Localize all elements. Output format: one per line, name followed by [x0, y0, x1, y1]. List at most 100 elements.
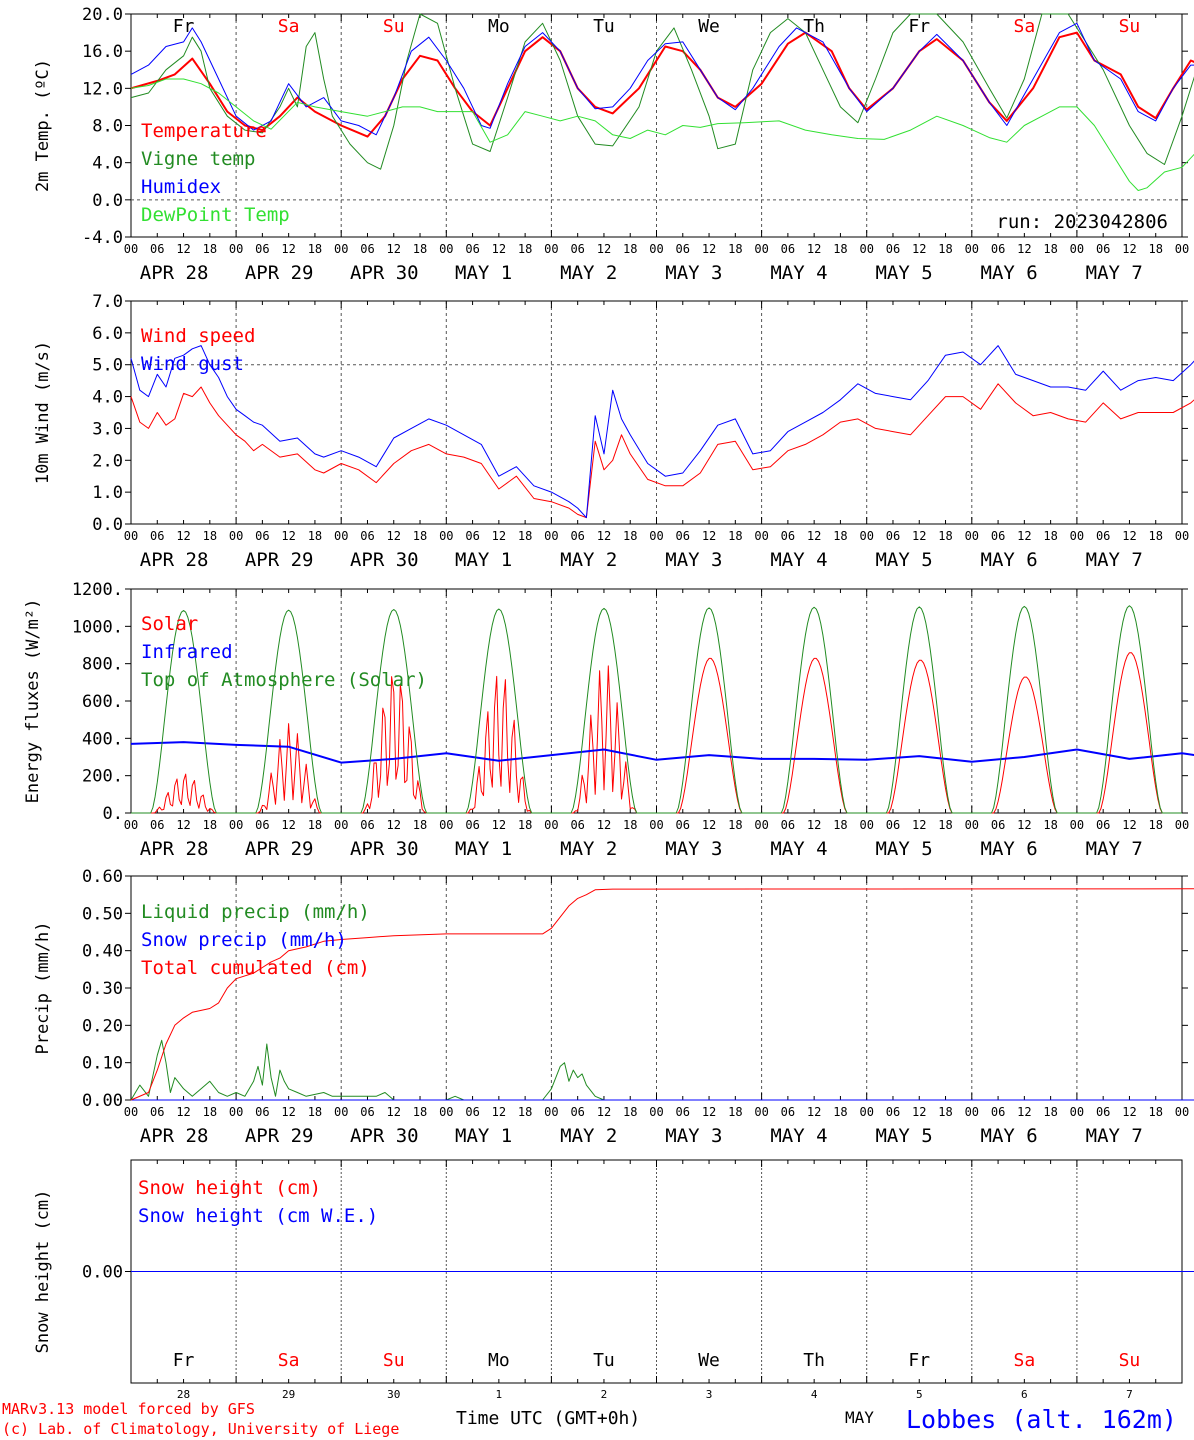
weekday-label: Fr — [173, 1350, 195, 1371]
x-hour-label: 12 — [1017, 818, 1031, 832]
x-hour-label: 00 — [859, 242, 873, 256]
x-hour-label: 18 — [1148, 529, 1162, 543]
x-date-label: MAY 5 — [875, 262, 932, 284]
x-hour-label: 12 — [281, 242, 295, 256]
y-tick-label: -4.0 — [82, 228, 123, 248]
x-hour-label: 12 — [492, 242, 506, 256]
x-hour-label: 00 — [1175, 242, 1189, 256]
weekday-label: Sa — [1014, 16, 1036, 37]
x-hour-label: 00 — [544, 1105, 558, 1119]
legend-entry: Snow precip (mm/h) — [141, 929, 347, 951]
x-hour-label: 18 — [518, 242, 532, 256]
x-hour-label: 00 — [754, 529, 768, 543]
x-hour-label: 18 — [623, 818, 637, 832]
x-hour-label: 12 — [807, 1105, 821, 1119]
x-hour-label: 18 — [308, 1105, 322, 1119]
footer-model: MARv3.13 model forced by GFS — [2, 1400, 255, 1418]
legend-entry: Wind speed — [141, 325, 255, 347]
x-hour-label: 18 — [833, 529, 847, 543]
series-line — [130, 888, 1194, 1101]
x-hour-label: 06 — [360, 529, 374, 543]
y-tick-label: 1200. — [72, 580, 123, 600]
x-hour-label: 12 — [912, 818, 926, 832]
day-number-label: 2 — [601, 1388, 608, 1401]
x-hour-label: 12 — [912, 529, 926, 543]
legend-entry: Infrared — [141, 641, 233, 663]
x-hour-label: 00 — [229, 1105, 243, 1119]
y-tick-label: 2.0 — [92, 451, 123, 471]
series-line — [131, 605, 1182, 814]
series-line — [130, 345, 1194, 519]
x-hour-label: 18 — [938, 818, 952, 832]
x-hour-label: 00 — [965, 529, 979, 543]
x-hour-label: 18 — [308, 529, 322, 543]
footer-time-label: Time UTC (GMT+0h) — [456, 1408, 640, 1429]
x-hour-label: 00 — [649, 818, 663, 832]
day-number-label: 30 — [387, 1388, 400, 1401]
x-hour-label: 06 — [465, 529, 479, 543]
x-hour-label: 12 — [1017, 1105, 1031, 1119]
x-hour-label: 06 — [886, 818, 900, 832]
weekday-label: Sa — [278, 16, 300, 37]
footer-station: Lobbes (alt. 162m) — [906, 1405, 1177, 1434]
x-hour-label: 00 — [439, 1105, 453, 1119]
legend-entry: Snow height (cm) — [138, 1177, 321, 1199]
x-hour-label: 00 — [649, 529, 663, 543]
day-number-label: 1 — [496, 1388, 503, 1401]
x-hour-label: 12 — [1122, 818, 1136, 832]
x-hour-label: 12 — [492, 1105, 506, 1119]
footer-lab: (c) Lab. of Climatology, University of L… — [2, 1420, 399, 1438]
x-hour-label: 06 — [676, 242, 690, 256]
weekday-label: We — [698, 16, 720, 37]
x-hour-label: 12 — [1017, 242, 1031, 256]
weekday-label: Mo — [488, 1350, 510, 1371]
x-date-label: MAY 1 — [455, 262, 512, 284]
x-date-label: APR 30 — [350, 838, 419, 860]
x-hour-label: 00 — [859, 818, 873, 832]
x-date-label: MAY 4 — [770, 838, 827, 860]
x-hour-label: 12 — [176, 529, 190, 543]
y-tick-label: 12.0 — [82, 79, 123, 99]
x-date-label: MAY 7 — [1086, 262, 1143, 284]
x-hour-label: 12 — [1122, 529, 1136, 543]
y-tick-label: 20.0 — [82, 5, 123, 25]
x-hour-label: 00 — [544, 242, 558, 256]
x-date-label: MAY 2 — [560, 262, 617, 284]
legend-entry: Liquid precip (mm/h) — [141, 901, 370, 923]
x-hour-label: 12 — [702, 818, 716, 832]
x-hour-label: 00 — [649, 242, 663, 256]
day-number-label: 7 — [1126, 1388, 1133, 1401]
x-date-label: MAY 4 — [770, 262, 827, 284]
x-hour-label: 00 — [334, 529, 348, 543]
x-hour-label: 18 — [938, 529, 952, 543]
x-hour-label: 12 — [597, 1105, 611, 1119]
y-tick-label: 800. — [82, 655, 123, 675]
x-hour-label: 00 — [965, 818, 979, 832]
x-hour-label: 06 — [465, 818, 479, 832]
x-date-label: APR 28 — [140, 262, 209, 284]
weekday-label: Fr — [908, 16, 930, 37]
x-date-label: MAY 6 — [981, 549, 1038, 571]
x-hour-label: 18 — [1043, 1105, 1057, 1119]
x-hour-label: 18 — [413, 529, 427, 543]
x-hour-label: 06 — [991, 818, 1005, 832]
x-date-label: APR 29 — [245, 838, 314, 860]
x-hour-label: 06 — [886, 529, 900, 543]
x-hour-label: 06 — [570, 1105, 584, 1119]
x-date-label: MAY 5 — [875, 549, 932, 571]
x-date-label: MAY 3 — [665, 549, 722, 571]
y-tick-label: 600. — [82, 692, 123, 712]
x-hour-label: 06 — [781, 818, 795, 832]
x-hour-label: 18 — [623, 1105, 637, 1119]
x-hour-label: 18 — [833, 242, 847, 256]
legend-entry: Wind gust — [141, 353, 244, 375]
x-hour-label: 00 — [334, 1105, 348, 1119]
weekday-label: Fr — [173, 16, 195, 37]
x-hour-label: 18 — [1043, 529, 1057, 543]
x-date-label: MAY 4 — [770, 549, 827, 571]
x-hour-label: 12 — [387, 1105, 401, 1119]
y-tick-label: 0.00 — [82, 1091, 123, 1111]
series-line — [130, 1039, 1194, 1101]
x-hour-label: 12 — [1017, 529, 1031, 543]
x-hour-label: 00 — [754, 1105, 768, 1119]
